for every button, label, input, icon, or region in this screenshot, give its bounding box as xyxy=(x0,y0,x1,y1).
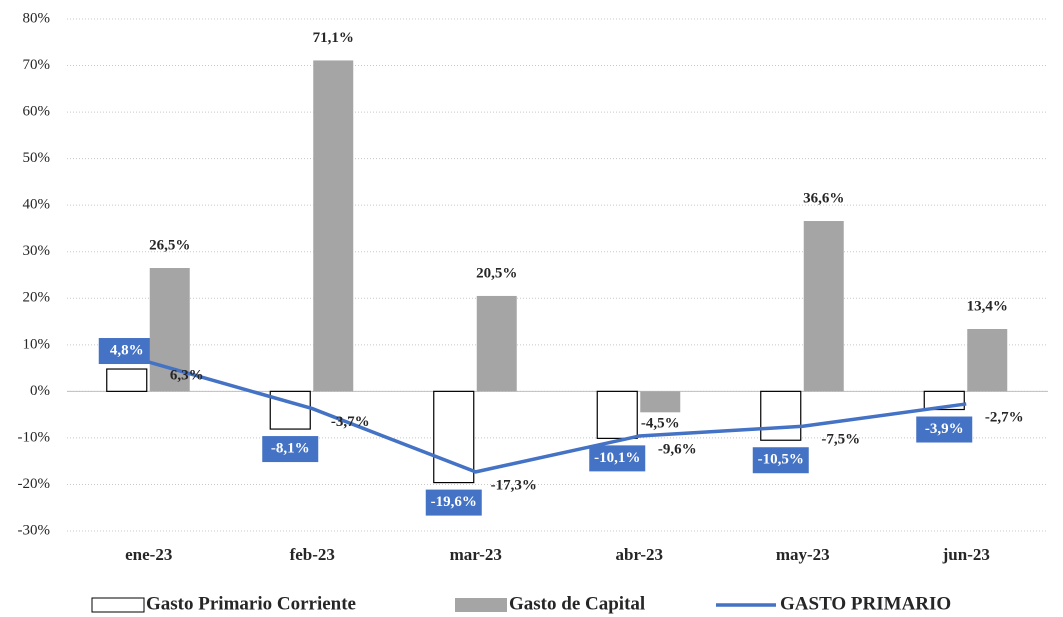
y-tick-label: 70% xyxy=(23,57,51,73)
y-tick-label: 20% xyxy=(23,290,51,306)
data-label: 71,1% xyxy=(313,30,354,46)
data-label: -19,6% xyxy=(431,494,477,510)
label-box xyxy=(589,445,646,472)
data-label: 26,5% xyxy=(149,237,190,253)
legend-label: Gasto Primario Corriente xyxy=(146,593,356,614)
y-tick-label: 60% xyxy=(23,104,51,120)
x-tick-label: abr-23 xyxy=(615,545,663,564)
y-tick-label: -30% xyxy=(18,522,51,538)
label-box xyxy=(262,436,319,463)
data-label: -8,1% xyxy=(271,441,310,457)
x-tick-label: mar-23 xyxy=(450,545,502,564)
data-label: -2,7% xyxy=(985,409,1024,425)
y-tick-label: 80% xyxy=(23,10,51,26)
label-box xyxy=(425,489,482,516)
bar xyxy=(640,391,681,413)
x-tick-label: ene-23 xyxy=(125,545,172,564)
bar xyxy=(803,221,844,392)
bar xyxy=(967,328,1008,392)
data-label: -10,5% xyxy=(758,452,804,468)
data-label: -3,9% xyxy=(925,421,964,437)
data-label: -17,3% xyxy=(491,477,537,493)
data-label: -10,1% xyxy=(594,450,640,466)
bar xyxy=(106,368,148,392)
label-box xyxy=(98,338,155,365)
x-tick-label: may-23 xyxy=(776,545,830,564)
data-label: 20,5% xyxy=(476,265,517,281)
label-box xyxy=(752,447,809,474)
data-label: 36,6% xyxy=(803,190,844,206)
data-label: -7,5% xyxy=(821,432,860,448)
y-tick-label: -20% xyxy=(18,476,51,492)
y-tick-label: -10% xyxy=(18,429,51,445)
y-tick-label: 10% xyxy=(23,336,51,352)
label-box xyxy=(916,416,973,443)
legend-swatch xyxy=(455,598,507,612)
data-label: -9,6% xyxy=(658,441,697,457)
x-tick-label: jun-23 xyxy=(942,545,990,564)
bar xyxy=(596,390,638,439)
y-tick-label: 40% xyxy=(23,197,51,213)
bar xyxy=(313,60,354,392)
data-label: 13,4% xyxy=(967,298,1008,314)
data-label: -4,5% xyxy=(641,416,680,432)
x-tick-label: feb-23 xyxy=(290,545,335,564)
legend-label: Gasto de Capital xyxy=(509,593,645,614)
legend-label: GASTO PRIMARIO xyxy=(780,593,951,614)
bar xyxy=(760,390,802,441)
bar xyxy=(476,295,517,392)
y-tick-label: 50% xyxy=(23,150,51,166)
y-tick-label: 30% xyxy=(23,243,51,259)
data-label: 4,8% xyxy=(110,342,144,358)
data-label: -3,7% xyxy=(331,414,370,430)
y-tick-label: 0% xyxy=(30,383,50,399)
line xyxy=(148,360,967,474)
legend-swatch xyxy=(91,597,145,613)
data-label: 6,3% xyxy=(170,367,204,383)
